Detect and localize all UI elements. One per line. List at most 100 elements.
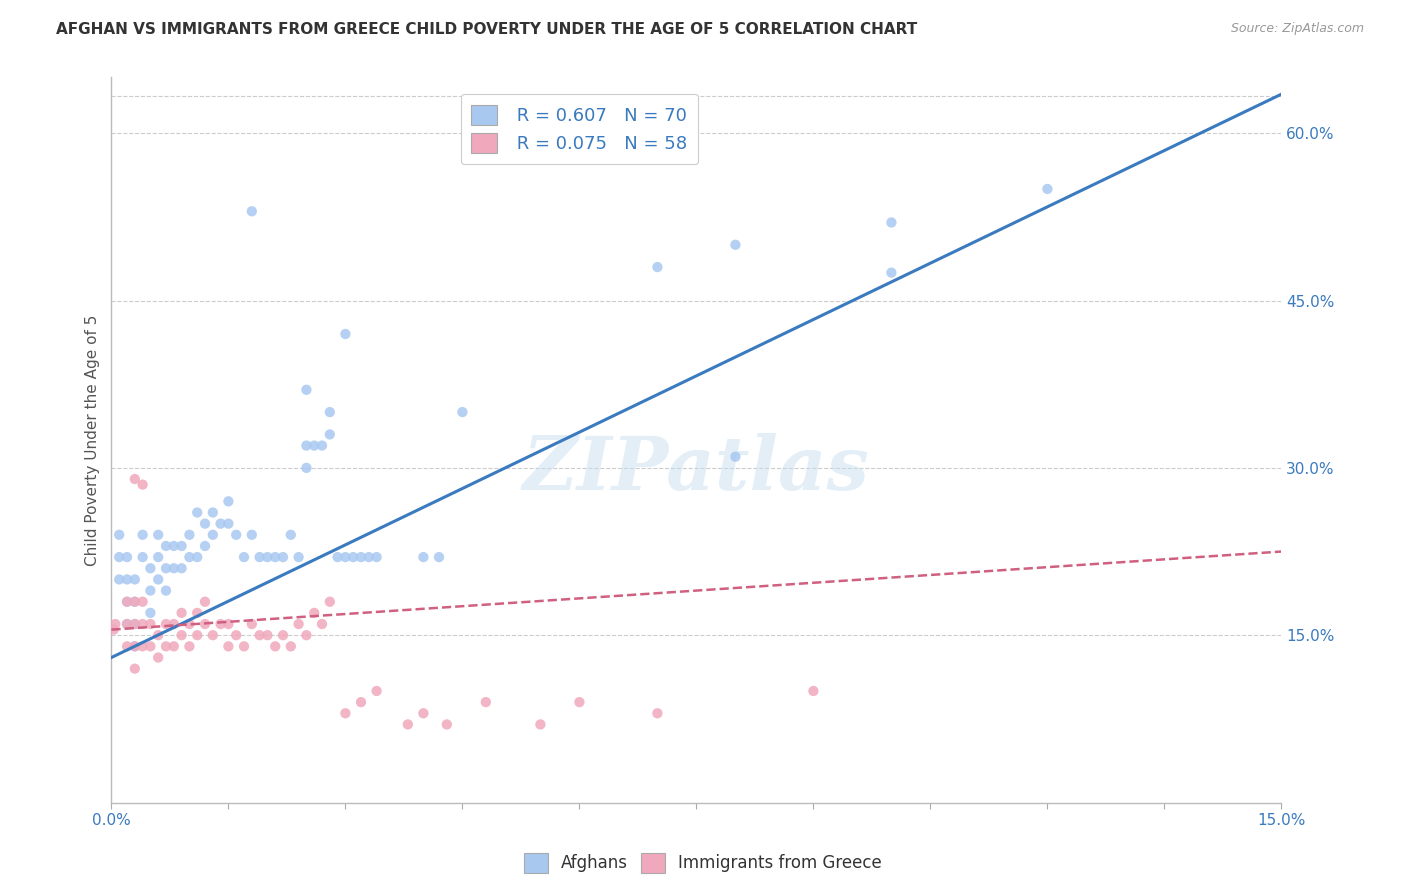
- Point: [287, 550, 309, 565]
- Point: [357, 550, 380, 565]
- Point: [108, 550, 131, 565]
- Point: [350, 695, 373, 709]
- Point: [427, 550, 450, 565]
- Point: [139, 640, 162, 654]
- Point: [155, 640, 177, 654]
- Point: [186, 628, 208, 642]
- Point: [335, 550, 357, 565]
- Point: [412, 706, 434, 721]
- Point: [186, 606, 208, 620]
- Point: [124, 640, 146, 654]
- Point: [186, 506, 208, 520]
- Point: [326, 550, 349, 565]
- Point: [249, 628, 271, 642]
- Point: [319, 427, 342, 442]
- Point: [319, 405, 342, 419]
- Point: [115, 640, 138, 654]
- Point: [115, 573, 138, 587]
- Text: ZIPatlas: ZIPatlas: [523, 433, 870, 505]
- Point: [179, 640, 201, 654]
- Point: [179, 528, 201, 542]
- Point: [311, 439, 333, 453]
- Point: [124, 617, 146, 632]
- Point: [240, 204, 263, 219]
- Point: [194, 516, 217, 531]
- Point: [131, 550, 153, 565]
- Point: [256, 550, 278, 565]
- Point: [108, 528, 131, 542]
- Point: [342, 550, 364, 565]
- Point: [287, 617, 309, 632]
- Point: [131, 477, 153, 491]
- Point: [148, 650, 170, 665]
- Point: [366, 684, 388, 698]
- Point: [217, 516, 239, 531]
- Point: [295, 628, 318, 642]
- Legend: Afghans, Immigrants from Greece: Afghans, Immigrants from Greece: [517, 847, 889, 880]
- Point: [529, 717, 551, 731]
- Point: [350, 550, 373, 565]
- Point: [475, 695, 498, 709]
- Point: [179, 550, 201, 565]
- Point: [124, 640, 146, 654]
- Point: [264, 640, 287, 654]
- Point: [335, 326, 357, 341]
- Point: [104, 617, 127, 632]
- Point: [1036, 182, 1059, 196]
- Point: [124, 595, 146, 609]
- Point: [139, 561, 162, 575]
- Point: [396, 717, 419, 731]
- Point: [295, 439, 318, 453]
- Point: [148, 550, 170, 565]
- Point: [139, 617, 162, 632]
- Point: [240, 617, 263, 632]
- Point: [108, 573, 131, 587]
- Point: [163, 539, 186, 553]
- Point: [163, 640, 186, 654]
- Point: [201, 528, 224, 542]
- Point: [225, 528, 247, 542]
- Point: [209, 617, 232, 632]
- Point: [194, 539, 217, 553]
- Text: Source: ZipAtlas.com: Source: ZipAtlas.com: [1230, 22, 1364, 36]
- Point: [256, 628, 278, 642]
- Point: [124, 472, 146, 486]
- Point: [803, 684, 825, 698]
- Point: [124, 662, 146, 676]
- Point: [139, 583, 162, 598]
- Point: [249, 550, 271, 565]
- Point: [201, 628, 224, 642]
- Point: [115, 617, 138, 632]
- Point: [217, 494, 239, 508]
- Point: [302, 439, 325, 453]
- Point: [170, 539, 193, 553]
- Point: [311, 617, 333, 632]
- Point: [170, 561, 193, 575]
- Point: [436, 717, 458, 731]
- Point: [647, 706, 669, 721]
- Point: [155, 617, 177, 632]
- Point: [155, 583, 177, 598]
- Point: [233, 550, 256, 565]
- Point: [163, 617, 186, 632]
- Point: [217, 617, 239, 632]
- Point: [115, 617, 138, 632]
- Point: [179, 617, 201, 632]
- Point: [148, 528, 170, 542]
- Point: [124, 595, 146, 609]
- Point: [170, 606, 193, 620]
- Point: [148, 628, 170, 642]
- Point: [880, 215, 903, 229]
- Point: [217, 640, 239, 654]
- Point: [264, 550, 287, 565]
- Point: [240, 528, 263, 542]
- Point: [724, 237, 747, 252]
- Point: [412, 550, 434, 565]
- Point: [131, 617, 153, 632]
- Point: [155, 561, 177, 575]
- Text: AFGHAN VS IMMIGRANTS FROM GREECE CHILD POVERTY UNDER THE AGE OF 5 CORRELATION CH: AFGHAN VS IMMIGRANTS FROM GREECE CHILD P…: [56, 22, 918, 37]
- Point: [302, 606, 325, 620]
- Point: [233, 640, 256, 654]
- Point: [194, 617, 217, 632]
- Point: [280, 528, 302, 542]
